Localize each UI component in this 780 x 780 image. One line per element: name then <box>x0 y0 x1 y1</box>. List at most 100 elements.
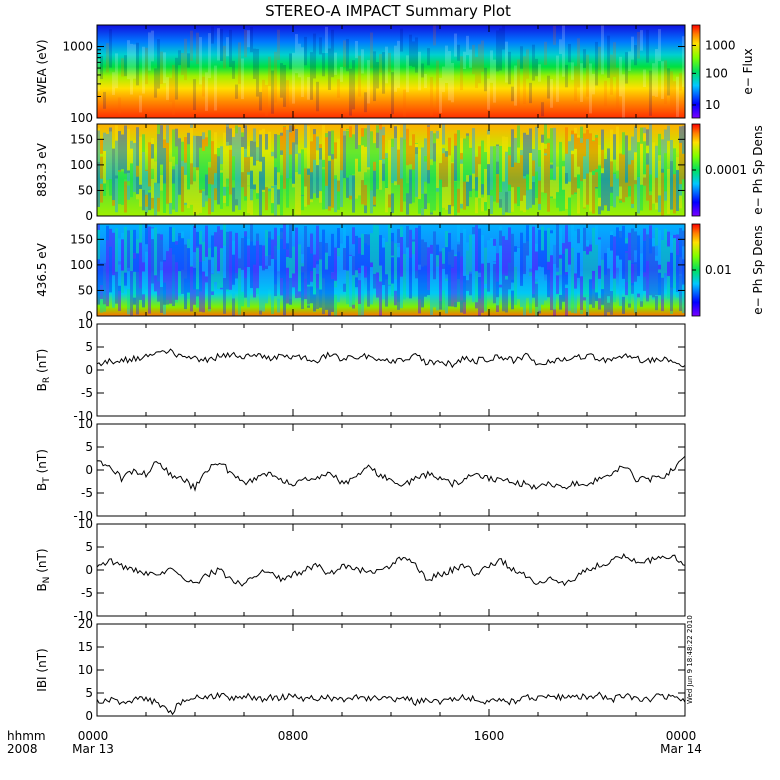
texture-streak <box>187 248 190 293</box>
texture-streak <box>391 142 394 167</box>
texture-streak <box>658 244 661 283</box>
texture-streak <box>562 243 565 287</box>
texture-streak <box>118 145 121 165</box>
texture-streak <box>637 170 640 204</box>
texture-streak <box>499 180 502 200</box>
texture-streak <box>559 39 562 54</box>
y-tick-label: 5 <box>85 340 93 354</box>
texture-streak <box>466 35 469 56</box>
texture-streak <box>175 244 178 290</box>
texture-streak <box>643 235 646 283</box>
texture-streak <box>109 248 112 293</box>
texture-streak <box>499 226 502 270</box>
texture-streak <box>235 256 238 291</box>
texture-streak <box>253 48 256 79</box>
texture-streak <box>379 281 382 316</box>
texture-streak <box>199 153 202 193</box>
texture-streak <box>352 175 355 212</box>
texture-streak <box>328 283 331 315</box>
texture-streak <box>271 258 274 306</box>
texture-streak <box>148 251 151 286</box>
texture-streak <box>487 129 490 145</box>
texture-streak <box>640 30 643 51</box>
texture-streak <box>505 191 508 213</box>
texture-streak <box>610 235 613 255</box>
texture-streak <box>250 249 253 289</box>
texture-streak <box>442 167 445 208</box>
texture-streak <box>622 74 625 118</box>
texture-streak <box>172 166 175 186</box>
texture-streak <box>553 283 556 312</box>
texture-streak <box>463 181 466 210</box>
texture-streak <box>379 124 382 149</box>
texture-streak <box>130 163 133 198</box>
texture-streak <box>346 38 349 72</box>
texture-streak <box>196 185 199 206</box>
texture-streak <box>280 175 283 216</box>
texture-streak <box>445 151 448 178</box>
texture-streak <box>451 267 454 289</box>
texture-streak <box>364 137 367 173</box>
timestamp-stamp: Wed Jun 9 18:48:22 2010 <box>686 615 694 704</box>
texture-streak <box>595 134 598 173</box>
texture-streak <box>322 169 325 210</box>
texture-streak <box>517 162 520 198</box>
texture-streak <box>289 125 292 176</box>
texture-streak <box>358 280 361 316</box>
texture-streak <box>412 154 415 201</box>
texture-streak <box>163 183 166 213</box>
texture-streak <box>343 227 346 249</box>
texture-streak <box>178 235 181 272</box>
texture-streak <box>337 138 340 181</box>
texture-streak <box>571 224 574 248</box>
texture-streak <box>436 148 439 192</box>
texture-streak <box>199 261 202 292</box>
texture-streak <box>511 163 514 212</box>
texture-streak <box>490 246 493 280</box>
texture-streak <box>568 172 571 198</box>
texture-streak <box>667 231 670 272</box>
texture-streak <box>550 230 553 280</box>
texture-streak <box>652 264 655 298</box>
texture-streak <box>202 261 205 287</box>
texture-streak <box>379 141 382 190</box>
texture-streak <box>406 225 409 272</box>
texture-streak <box>286 267 289 304</box>
texture-streak <box>181 237 184 258</box>
texture-streak <box>244 232 247 278</box>
texture-streak <box>454 264 457 308</box>
texture-streak <box>658 240 661 270</box>
texture-streak <box>280 228 283 252</box>
texture-streak <box>97 162 100 207</box>
hhmm-label: hhmm <box>7 729 46 743</box>
texture-streak <box>487 78 490 110</box>
texture-streak <box>247 157 250 173</box>
texture-streak <box>265 229 268 245</box>
texture-streak <box>562 160 565 205</box>
y-axis-label: SWEA (eV) <box>35 39 49 103</box>
texture-streak <box>670 252 673 288</box>
texture-streak <box>466 133 469 149</box>
texture-streak <box>310 181 313 200</box>
texture-streak <box>256 48 259 97</box>
texture-streak <box>499 245 502 285</box>
texture-streak <box>388 140 391 188</box>
texture-streak <box>475 261 478 309</box>
texture-streak <box>367 234 370 276</box>
texture-streak <box>475 262 478 305</box>
texture-streak <box>496 174 499 203</box>
texture-streak <box>229 29 232 67</box>
texture-streak <box>337 191 340 210</box>
texture-streak <box>310 233 313 282</box>
texture-streak <box>172 227 175 242</box>
texture-streak <box>262 270 265 312</box>
texture-streak <box>406 249 409 291</box>
colorbar-label: e− Ph Sp Dens <box>751 225 765 314</box>
texture-streak <box>475 197 478 214</box>
texture-streak <box>379 129 382 160</box>
texture-streak <box>412 241 415 281</box>
texture-streak <box>664 173 667 201</box>
